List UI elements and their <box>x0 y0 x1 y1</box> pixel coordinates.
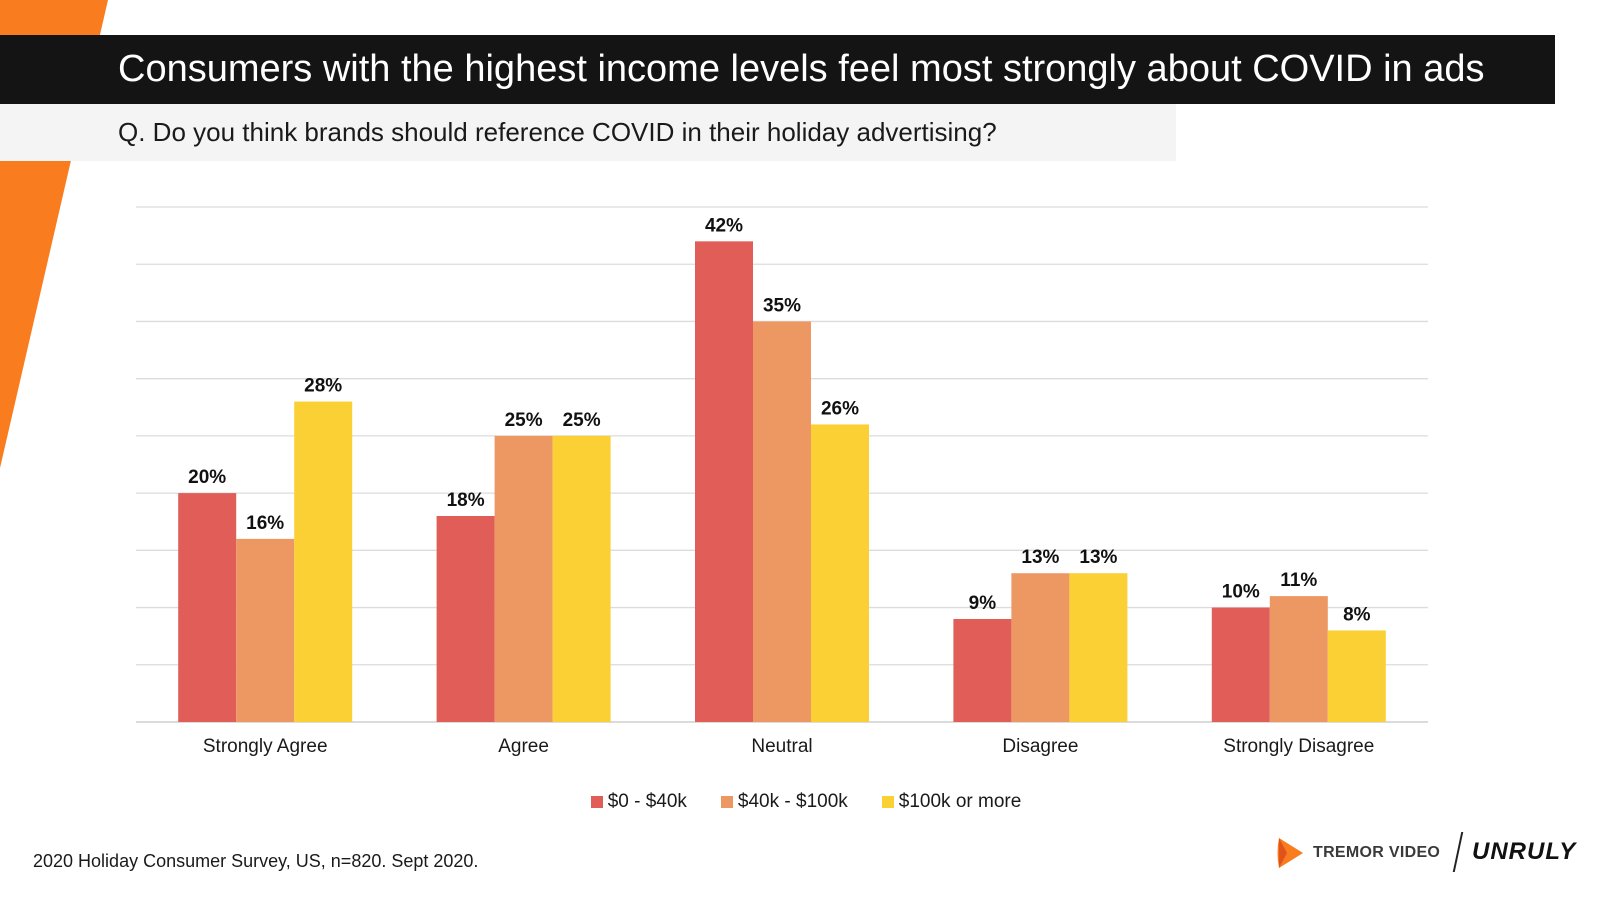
x-tick-label: Neutral <box>751 736 812 757</box>
data-label: 10% <box>1222 582 1260 603</box>
bar <box>953 619 1012 722</box>
bar <box>236 538 295 722</box>
bar <box>1011 573 1070 722</box>
source-footnote: 2020 Holiday Consumer Survey, US, n=820.… <box>33 851 479 871</box>
page-title: Consumers with the highest income levels… <box>0 35 1555 104</box>
logo-divider <box>1452 832 1464 872</box>
data-label: 8% <box>1343 604 1371 625</box>
bar <box>494 435 553 722</box>
bar <box>1327 630 1386 722</box>
bar <box>552 435 611 722</box>
bar <box>753 321 811 722</box>
legend-swatch <box>881 796 894 808</box>
legend-swatch <box>590 796 603 808</box>
tremor-video-logo: TREMOR VIDEO <box>1313 844 1441 861</box>
legend-item: $0 - $40k <box>579 791 687 813</box>
data-label: 26% <box>821 398 859 419</box>
x-tick-label: Agree <box>498 736 549 757</box>
bar <box>695 241 753 723</box>
bar <box>811 424 869 722</box>
bar <box>1269 596 1328 722</box>
bar <box>1211 607 1270 722</box>
data-label: 25% <box>505 410 543 431</box>
data-label: 20% <box>188 467 226 488</box>
data-label: 11% <box>1280 570 1317 591</box>
bar <box>436 516 495 722</box>
data-label: 42% <box>705 215 743 236</box>
legend-item: $40k - $100k <box>709 791 848 813</box>
legend-label: $100k or more <box>898 791 1022 812</box>
chart-legend: $0 - $40k $40k - $100k $100k or more <box>0 791 1600 813</box>
data-label: 35% <box>763 295 801 316</box>
x-tick-label: Strongly Agree <box>203 736 328 757</box>
x-tick-label: Strongly Disagree <box>1223 736 1374 757</box>
x-tick-label: Disagree <box>1002 736 1078 757</box>
data-label: 28% <box>304 376 342 397</box>
data-label: 18% <box>447 490 485 511</box>
brand-logos: TREMOR VIDEO UNRULY <box>1275 832 1575 876</box>
data-label: 9% <box>969 593 997 614</box>
play-icon <box>1277 838 1303 868</box>
legend-label: $0 - $40k <box>607 791 687 812</box>
data-label: 13% <box>1079 547 1117 568</box>
bar <box>294 401 353 722</box>
legend-label: $40k - $100k <box>737 791 848 812</box>
unruly-logo: UNRULY <box>1472 838 1577 865</box>
data-label: 16% <box>246 513 284 534</box>
bar <box>1069 573 1128 722</box>
data-label: 25% <box>563 410 601 431</box>
legend-swatch <box>720 796 733 808</box>
data-label: 13% <box>1021 547 1059 568</box>
legend-item: $100k or more <box>870 791 1022 813</box>
survey-question: Q. Do you think brands should reference … <box>0 104 1176 161</box>
bar <box>178 493 237 722</box>
